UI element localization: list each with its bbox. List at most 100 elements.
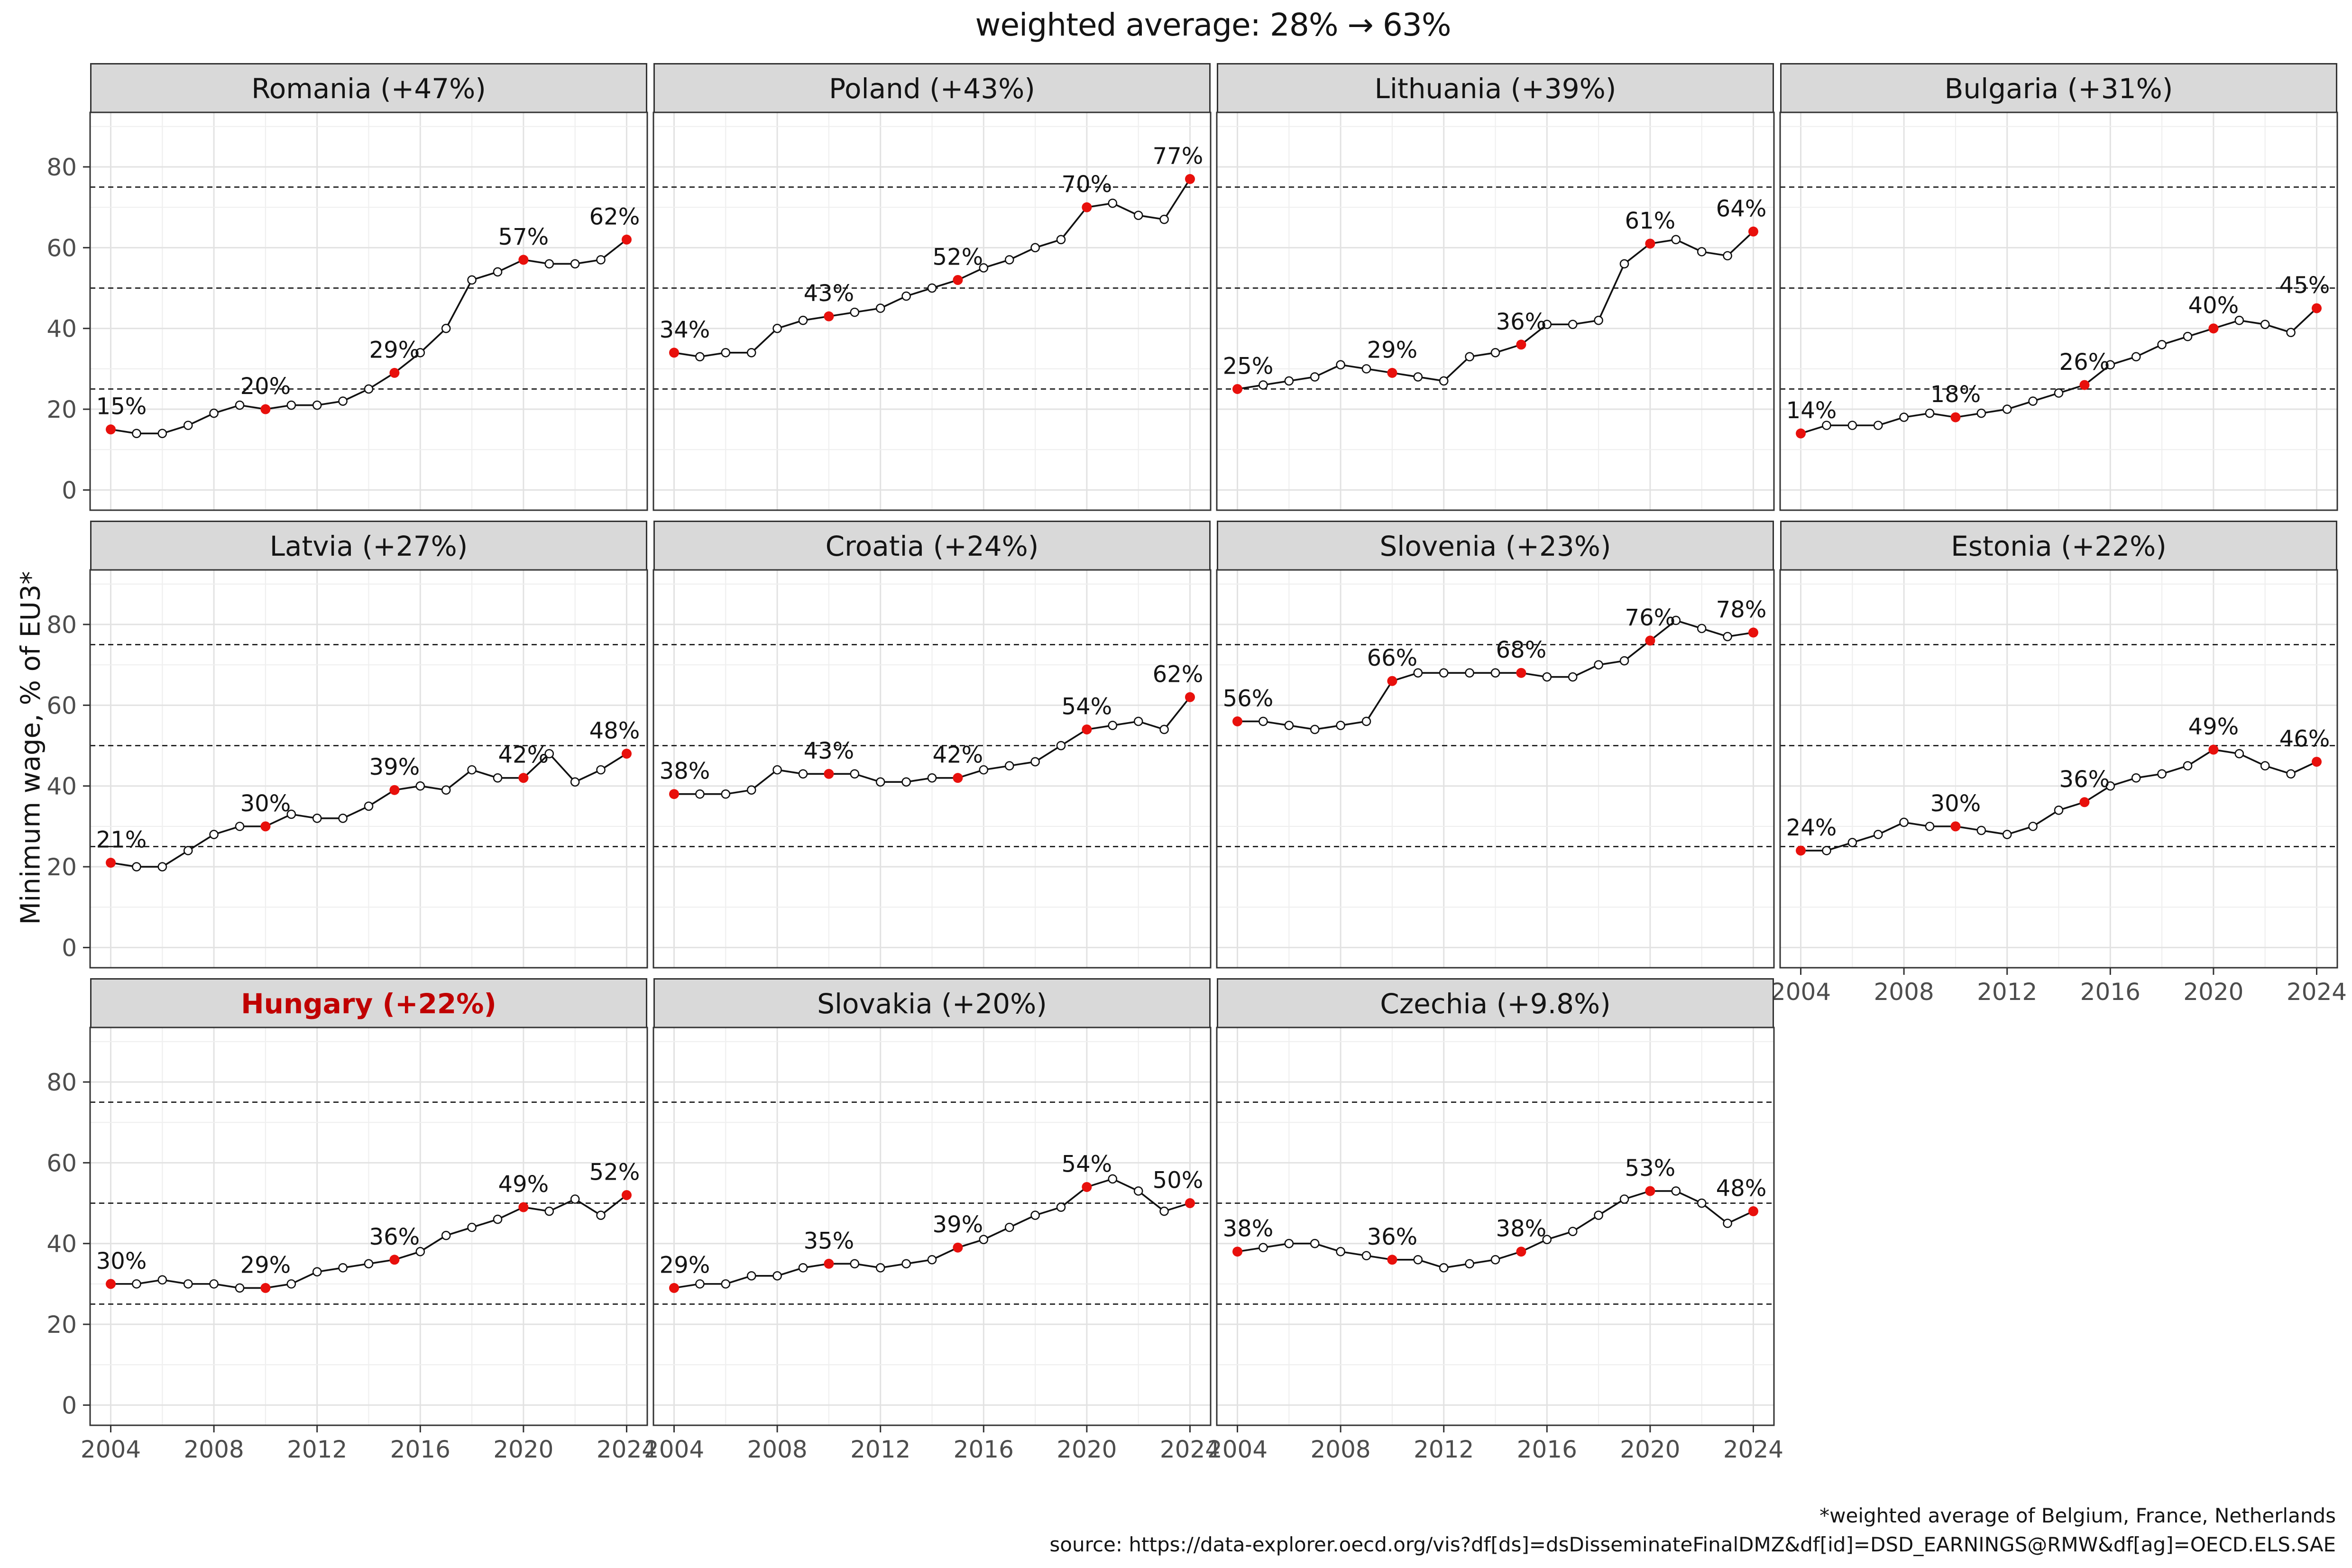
svg-text:14%: 14% — [1786, 397, 1837, 424]
svg-text:2012: 2012 — [287, 1436, 347, 1463]
svg-text:49%: 49% — [498, 1171, 549, 1198]
svg-text:42%: 42% — [498, 742, 549, 769]
svg-text:2024: 2024 — [597, 1436, 657, 1463]
panel-croatia: Croatia (+24%) 38% 43% 42% 54% 62% — [652, 521, 1212, 969]
svg-text:45%: 45% — [2279, 272, 2330, 299]
svg-text:48%: 48% — [589, 718, 640, 744]
svg-text:2024: 2024 — [1160, 1436, 1220, 1463]
svg-text:60: 60 — [46, 234, 77, 262]
svg-text:40%: 40% — [2188, 293, 2239, 319]
panel-title-estonia: Estonia (+22%) — [1780, 521, 2337, 570]
svg-text:64%: 64% — [1716, 195, 1767, 222]
panel-estonia: Estonia (+22%) 24% 30% 36% 49% 46% 2004 2008 20… — [1771, 521, 2347, 1006]
chart-title: weighted average: 28% → 63% — [975, 7, 1451, 43]
panel-hungary: Hungary (+22%) 30% 29% 36% 49% 52% 0 20 40 60 80 2… — [46, 978, 657, 1463]
svg-text:38%: 38% — [1223, 1216, 1274, 1242]
panel-plot-lithuania: 25% 29% 36% 61% 64% — [1216, 111, 1775, 511]
svg-text:38%: 38% — [660, 758, 710, 785]
panel-title-poland: Poland (+43%) — [653, 63, 1211, 112]
svg-text:50%: 50% — [1153, 1167, 1204, 1194]
svg-text:36%: 36% — [2059, 766, 2110, 793]
svg-text:30%: 30% — [96, 1248, 147, 1275]
svg-text:70%: 70% — [1062, 171, 1112, 198]
panel-slovakia: Slovakia (+20%) 29% 35% 39% 54% 50% 2004 2008 2… — [644, 978, 1220, 1463]
svg-text:29%: 29% — [240, 1252, 291, 1278]
panel-plot-hungary: 30% 29% 36% 49% 52% 0 20 40 60 80 2004 2008 2012 2016… — [46, 1027, 657, 1463]
svg-text:36%: 36% — [1496, 309, 1547, 335]
panel-title-bulgaria: Bulgaria (+31%) — [1780, 63, 2337, 112]
svg-text:30%: 30% — [1930, 790, 1981, 817]
svg-text:39%: 39% — [369, 754, 420, 780]
svg-text:2012: 2012 — [1977, 978, 2037, 1006]
svg-text:57%: 57% — [498, 224, 549, 250]
svg-text:20%: 20% — [240, 373, 291, 400]
svg-text:2020: 2020 — [2183, 978, 2243, 1006]
svg-text:2004: 2004 — [81, 1436, 141, 1463]
svg-text:77%: 77% — [1153, 143, 1204, 170]
svg-text:29%: 29% — [660, 1252, 710, 1278]
panel-title-romania: Romania (+47%) — [90, 63, 647, 112]
svg-text:60: 60 — [46, 1149, 77, 1177]
y-axis-title: Minimum wage, % of EU3* — [15, 571, 46, 925]
panel-title-hungary: Hungary (+22%) — [90, 978, 647, 1027]
svg-text:35%: 35% — [804, 1228, 854, 1254]
svg-text:18%: 18% — [1930, 381, 1981, 408]
svg-text:52%: 52% — [589, 1159, 640, 1185]
svg-text:2008: 2008 — [184, 1436, 244, 1463]
svg-text:2012: 2012 — [1414, 1436, 1474, 1463]
panel-plot-bulgaria: 14% 18% 26% 40% 45% — [1779, 111, 2338, 511]
svg-text:62%: 62% — [1153, 661, 1204, 688]
panel-czechia: Czechia (+9.8%) 38% 36% 38% 53% 48% 2004 2008 2… — [1207, 978, 1783, 1463]
panel-lithuania: Lithuania (+39%) 25% 29% 36% 61% 64% — [1216, 63, 1775, 511]
svg-text:2004: 2004 — [1207, 1436, 1268, 1463]
svg-text:21%: 21% — [96, 827, 147, 853]
panel-bulgaria: Bulgaria (+31%) 14% 18% 26% 40% 45% — [1779, 63, 2338, 511]
svg-text:30%: 30% — [240, 790, 291, 817]
svg-text:80: 80 — [46, 1069, 77, 1096]
svg-text:49%: 49% — [2188, 714, 2239, 740]
footnote: *weighted average of Belgium, France, Ne… — [1819, 1504, 2336, 1528]
svg-text:25%: 25% — [1223, 353, 1274, 379]
svg-text:43%: 43% — [804, 738, 854, 764]
empty-cell — [1780, 978, 2337, 1425]
svg-text:2020: 2020 — [1057, 1436, 1117, 1463]
svg-text:2004: 2004 — [644, 1436, 704, 1463]
panel-plot-slovenia: 56% 66% 68% 76% 78% — [1216, 569, 1775, 969]
svg-text:40: 40 — [46, 1230, 77, 1258]
panel-plot-slovakia: 29% 35% 39% 54% 50% 2004 2008 2012 2016 2020 2024 — [644, 1027, 1220, 1463]
svg-text:2016: 2016 — [1517, 1436, 1577, 1463]
svg-text:2020: 2020 — [493, 1436, 553, 1463]
svg-text:78%: 78% — [1716, 596, 1767, 623]
svg-text:0: 0 — [62, 934, 77, 962]
svg-text:2012: 2012 — [850, 1436, 910, 1463]
svg-text:2004: 2004 — [1771, 978, 1831, 1006]
svg-text:2008: 2008 — [1310, 1436, 1370, 1463]
panel-slovenia: Slovenia (+23%) 56% 66% 68% 76% 78% — [1216, 521, 1775, 969]
svg-text:2016: 2016 — [954, 1436, 1014, 1463]
svg-text:2016: 2016 — [390, 1436, 450, 1463]
svg-text:60: 60 — [46, 692, 77, 719]
svg-text:2020: 2020 — [1620, 1436, 1680, 1463]
svg-text:68%: 68% — [1496, 637, 1547, 663]
panel-title-lithuania: Lithuania (+39%) — [1217, 63, 1774, 112]
svg-text:2008: 2008 — [747, 1436, 807, 1463]
panel-title-latvia: Latvia (+27%) — [90, 521, 647, 570]
svg-text:56%: 56% — [1223, 685, 1274, 712]
svg-text:52%: 52% — [933, 244, 983, 270]
panel-plot-poland: 34% 43% 52% 70% 77% — [652, 111, 1212, 511]
panel-title-czechia: Czechia (+9.8%) — [1217, 978, 1774, 1027]
panel-romania: Romania (+47%) 15% 20% 29% 57% 62% 0 20 40 60 80 — [46, 63, 648, 511]
svg-text:48%: 48% — [1716, 1175, 1767, 1202]
panel-plot-estonia: 24% 30% 36% 49% 46% 2004 2008 2012 2016 2020 2024 — [1771, 569, 2347, 1006]
svg-text:20: 20 — [46, 1311, 77, 1339]
svg-text:2008: 2008 — [1874, 978, 1934, 1006]
panel-plot-czechia: 38% 36% 38% 53% 48% 2004 2008 2012 2016 2020 2024 — [1207, 1027, 1783, 1463]
svg-text:36%: 36% — [1367, 1224, 1418, 1250]
svg-text:36%: 36% — [369, 1224, 420, 1250]
svg-text:34%: 34% — [660, 317, 710, 343]
panel-title-slovenia: Slovenia (+23%) — [1217, 521, 1774, 570]
svg-text:0: 0 — [62, 477, 77, 504]
svg-text:20: 20 — [46, 396, 77, 423]
facet-grid: Romania (+47%) 15% 20% 29% 57% 62% 0 20 40 60 80 … — [46, 63, 2347, 1463]
svg-text:61%: 61% — [1625, 208, 1676, 234]
